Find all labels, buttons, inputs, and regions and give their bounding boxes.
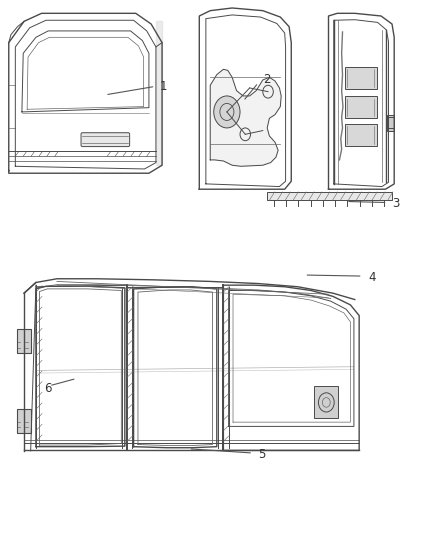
FancyBboxPatch shape bbox=[314, 386, 338, 418]
Text: 2: 2 bbox=[263, 74, 270, 86]
Text: 1: 1 bbox=[160, 80, 167, 93]
FancyBboxPatch shape bbox=[345, 124, 377, 146]
FancyBboxPatch shape bbox=[81, 133, 130, 147]
Polygon shape bbox=[210, 69, 281, 166]
Text: 6: 6 bbox=[44, 382, 51, 394]
Text: 4: 4 bbox=[368, 271, 375, 284]
Bar bbox=[267, 192, 392, 200]
FancyBboxPatch shape bbox=[345, 96, 377, 118]
FancyBboxPatch shape bbox=[387, 115, 394, 131]
FancyBboxPatch shape bbox=[17, 329, 31, 353]
Circle shape bbox=[214, 96, 240, 128]
FancyBboxPatch shape bbox=[17, 409, 31, 433]
Text: 3: 3 bbox=[392, 197, 399, 210]
FancyBboxPatch shape bbox=[345, 67, 377, 89]
Text: 5: 5 bbox=[258, 448, 266, 461]
